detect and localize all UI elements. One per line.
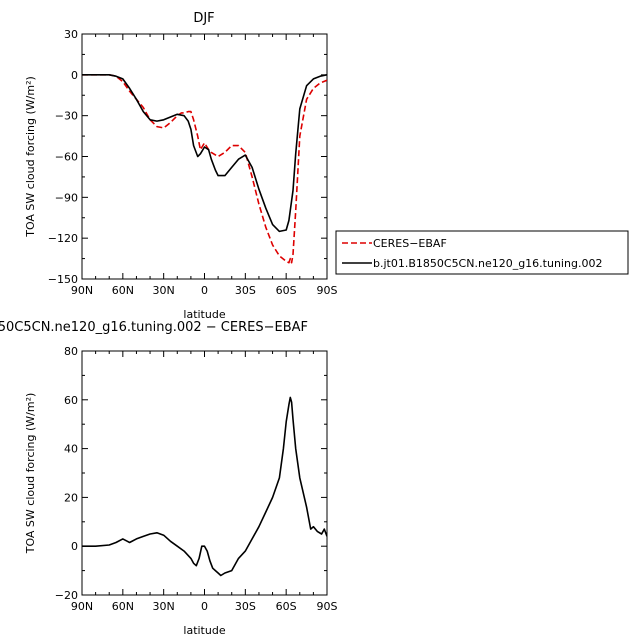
y-tick-label: −30 bbox=[55, 110, 78, 123]
legend-box bbox=[335, 230, 629, 275]
x-tick-label: 30S bbox=[235, 600, 256, 613]
y-tick-label: −90 bbox=[55, 191, 78, 204]
y-axis-label: TOA SW cloud forcing (W/m²) bbox=[24, 393, 37, 555]
x-tick-label: 30N bbox=[153, 284, 175, 297]
y-tick-label: 60 bbox=[64, 394, 78, 407]
chart-title: DJF bbox=[193, 11, 214, 26]
x-tick-label: 90S bbox=[317, 284, 338, 297]
x-axis-label: latitude bbox=[183, 308, 225, 321]
y-tick-label: −120 bbox=[48, 232, 78, 245]
x-tick-label: 30N bbox=[153, 600, 175, 613]
series-line-ceres-ebaf bbox=[82, 74, 327, 264]
x-tick-label: 60S bbox=[276, 600, 297, 613]
plot-frame-1 bbox=[81, 350, 328, 596]
y-tick-label: 0 bbox=[71, 540, 78, 553]
y-axis-label: TOA SW cloud forcing (W/m²) bbox=[24, 76, 37, 238]
legend-label: b.jt01.B1850C5CN.ne120_g16.tuning.002 bbox=[373, 257, 602, 270]
x-tick-label: 0 bbox=[201, 600, 208, 613]
x-tick-label: 90N bbox=[71, 284, 93, 297]
y-tick-label: 40 bbox=[64, 443, 78, 456]
series-line-difference bbox=[82, 396, 327, 577]
x-tick-label: 30S bbox=[235, 284, 256, 297]
x-tick-label: 0 bbox=[201, 284, 208, 297]
y-tick-label: −60 bbox=[55, 151, 78, 164]
x-tick-label: 60N bbox=[112, 284, 134, 297]
y-tick-label: 20 bbox=[64, 491, 78, 504]
y-tick-label: −150 bbox=[48, 273, 78, 286]
y-tick-label: 30 bbox=[64, 28, 78, 41]
x-axis-label: latitude bbox=[183, 624, 225, 637]
chart-title: b.jt01.B1850C5CN.ne120_g16.tuning.002 − … bbox=[0, 320, 308, 335]
y-tick-label: −20 bbox=[55, 589, 78, 602]
x-tick-label: 90N bbox=[71, 600, 93, 613]
series-line-b-jt01-b1850c5cn-ne120-g16-tuning-002 bbox=[82, 74, 327, 233]
y-tick-label: 80 bbox=[64, 345, 78, 358]
x-tick-label: 60N bbox=[112, 600, 134, 613]
x-tick-label: 60S bbox=[276, 284, 297, 297]
plot-frame-0 bbox=[81, 33, 328, 280]
x-tick-label: 90S bbox=[317, 600, 338, 613]
y-tick-label: 0 bbox=[71, 69, 78, 82]
legend-label: CERES−EBAF bbox=[373, 237, 447, 250]
